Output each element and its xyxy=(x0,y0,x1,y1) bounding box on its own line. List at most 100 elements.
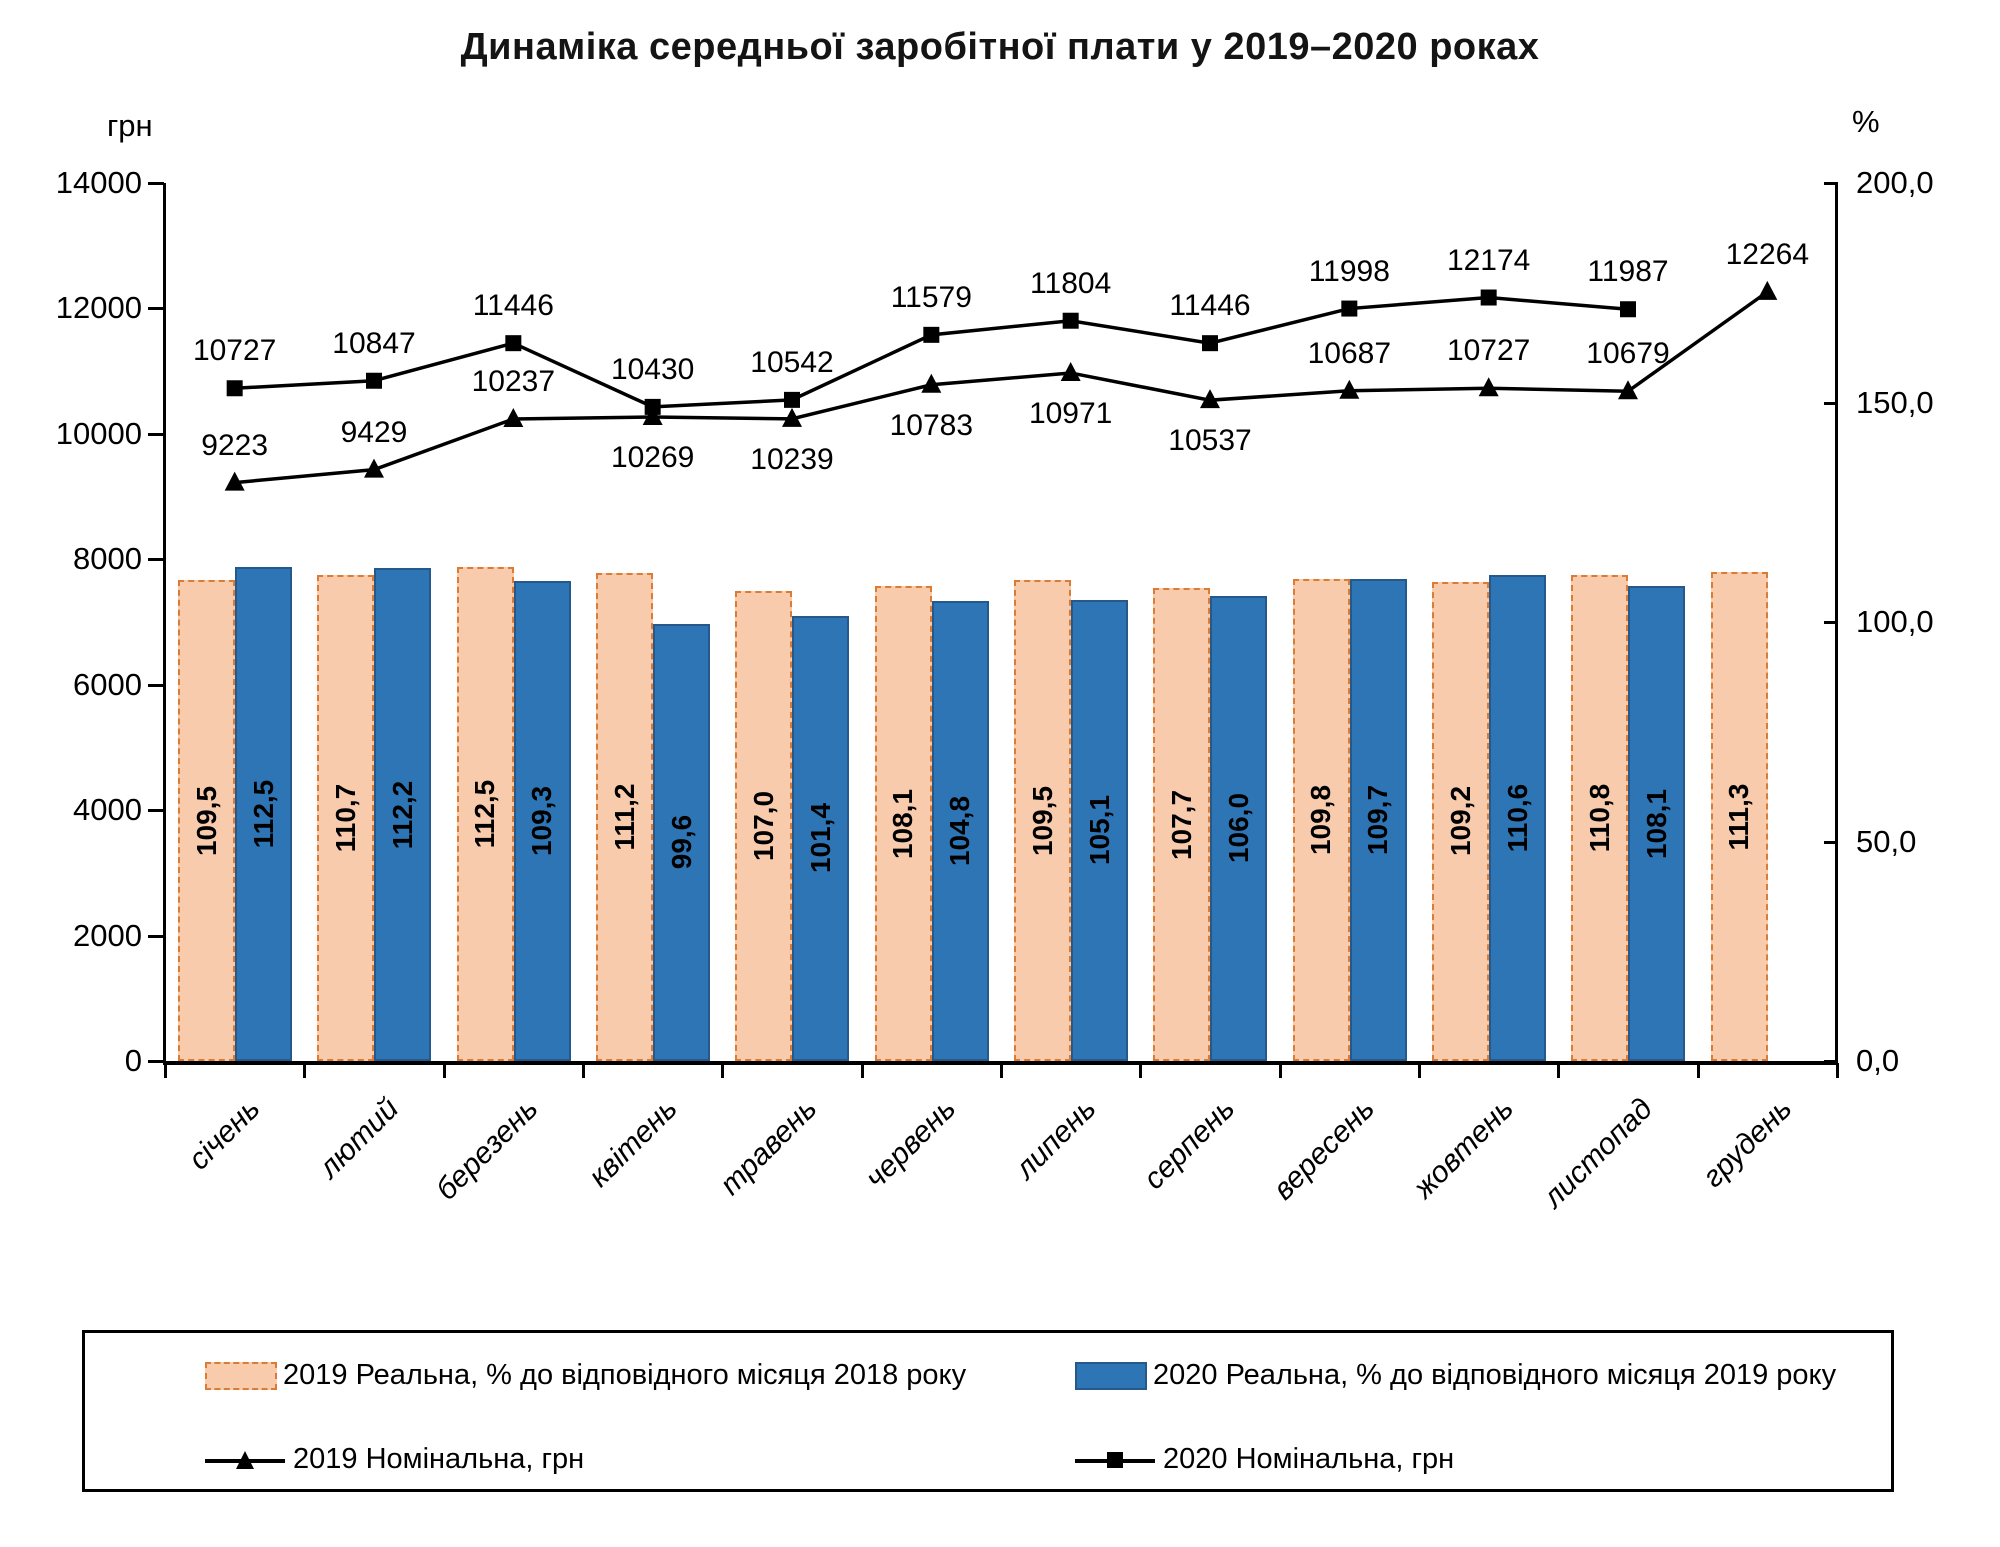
point-value-label: 11446 xyxy=(1169,289,1251,323)
bar-value-label: 108,1 xyxy=(1640,788,1672,859)
right-axis-line xyxy=(1835,183,1838,1065)
point-value-label: 10430 xyxy=(610,352,695,386)
triangle-marker xyxy=(364,458,384,478)
point-value-label: 11446 xyxy=(472,289,554,323)
left-axis-tick xyxy=(148,182,164,185)
legend-item: 2019 Реальна, % до відповідного місяця 2… xyxy=(205,1359,966,1392)
month-label: березень xyxy=(430,1092,545,1207)
x-axis-tick xyxy=(1139,1063,1143,1078)
bar-value-label: 107,0 xyxy=(747,791,779,862)
x-axis-tick xyxy=(1836,1063,1839,1078)
right-axis-tick xyxy=(1824,1060,1838,1063)
month-label: грудень xyxy=(1696,1092,1799,1194)
right-axis-tick-label: 150,0 xyxy=(1856,384,1934,420)
left-axis-tick xyxy=(148,1060,164,1063)
bar-value-label: 111,3 xyxy=(1723,783,1755,851)
bar-2019-real xyxy=(317,575,375,1061)
triangle-marker xyxy=(921,373,942,393)
left-axis-tick xyxy=(148,558,164,562)
bar-2020-real xyxy=(1628,586,1686,1061)
point-value-label: 11987 xyxy=(1587,255,1669,289)
bar-value-label: 109,7 xyxy=(1362,785,1394,856)
x-axis-tick xyxy=(164,1063,167,1078)
bar-value-label: 109,3 xyxy=(526,786,558,857)
bar-2020-real xyxy=(1349,579,1407,1061)
bar-value-label: 110,7 xyxy=(329,783,361,853)
left-axis-unit: грн xyxy=(107,108,153,143)
legend-item: 2019 Номінальна, грн xyxy=(205,1443,584,1476)
point-value-label: 12264 xyxy=(1725,237,1810,271)
bar-2019-real xyxy=(735,591,793,1061)
square-marker xyxy=(1062,312,1079,329)
bar-2019-real xyxy=(1710,572,1768,1061)
month-label: листопад xyxy=(1537,1092,1660,1215)
chart-title: Динаміка середньої заробітної плати у 20… xyxy=(460,26,1540,68)
line-square-swatch xyxy=(1075,1446,1155,1474)
bar-value-label: 99,6 xyxy=(665,815,697,870)
x-axis-tick xyxy=(1278,1063,1282,1078)
right-axis-tick xyxy=(1824,840,1838,844)
month-label: лютий xyxy=(312,1092,406,1185)
bar-value-label: 108,1 xyxy=(887,788,919,859)
bar-value-label: 104,8 xyxy=(944,795,976,866)
bar-2019-real xyxy=(874,586,932,1061)
bar-value-label: 109,5 xyxy=(190,785,222,856)
left-axis-tick-label: 6000 xyxy=(73,666,142,702)
bar-2020-real xyxy=(931,600,989,1061)
month-label: травень xyxy=(713,1092,824,1202)
triangle-marker xyxy=(1339,379,1360,399)
legend-item: 2020 Номінальна, грн xyxy=(1075,1443,1454,1476)
point-value-label: 10687 xyxy=(1307,336,1392,370)
x-axis-tick xyxy=(582,1063,585,1078)
point-value-label: 10542 xyxy=(750,345,834,379)
point-value-label: 10269 xyxy=(610,440,695,474)
left-axis-tick-label: 2000 xyxy=(73,917,142,953)
point-value-label: 10537 xyxy=(1168,424,1252,458)
left-axis-line xyxy=(163,183,166,1065)
bar-2019-real xyxy=(456,567,514,1061)
legend-label: 2020 Номінальна, грн xyxy=(1163,1443,1455,1475)
x-axis-tick xyxy=(442,1063,446,1078)
left-axis-tick-label: 4000 xyxy=(73,792,142,828)
x-axis-tick xyxy=(303,1063,307,1078)
bar-value-label: 112,5 xyxy=(469,779,501,849)
triangle-marker xyxy=(1478,377,1499,397)
triangle-marker xyxy=(503,407,524,427)
month-label: січень xyxy=(181,1092,267,1177)
square-marker xyxy=(644,398,661,415)
bar-2020-real xyxy=(1071,599,1128,1061)
month-label: липень xyxy=(1008,1092,1103,1186)
bar-value-label: 109,8 xyxy=(1305,784,1337,856)
bar-2020-real xyxy=(653,623,710,1061)
point-value-label: 11804 xyxy=(1030,266,1112,300)
point-value-label: 10783 xyxy=(889,408,974,442)
square-marker xyxy=(505,335,522,352)
bar-2019-real xyxy=(1292,578,1350,1061)
bar-2020-real xyxy=(374,568,432,1061)
triangle-marker xyxy=(1618,380,1638,400)
bar-2019-real xyxy=(1014,580,1071,1061)
x-axis-tick xyxy=(1696,1063,1700,1078)
bar-value-label: 112,5 xyxy=(247,779,279,849)
x-axis-tick xyxy=(1557,1063,1561,1078)
left-axis-tick-label: 0 xyxy=(124,1043,142,1078)
point-value-label: 10237 xyxy=(471,364,556,398)
point-value-label: 9223 xyxy=(201,428,269,462)
x-axis-tick xyxy=(860,1063,864,1078)
month-label: червень xyxy=(859,1092,963,1196)
bar-2019-real xyxy=(1571,574,1629,1061)
line-triangle-swatch xyxy=(205,1446,285,1474)
line-triangle xyxy=(234,290,1769,485)
square-marker xyxy=(1341,300,1358,317)
legend-item: 2020 Реальна, % до відповідного місяця 2… xyxy=(1075,1359,1836,1392)
square-marker xyxy=(923,326,940,343)
point-value-label: 11998 xyxy=(1308,254,1390,288)
triangle-marker xyxy=(642,405,663,425)
point-value-label: 12174 xyxy=(1446,243,1531,277)
bar-value-label: 109,2 xyxy=(1444,786,1476,857)
left-axis-tick xyxy=(148,432,164,436)
right-axis-tick xyxy=(1824,182,1838,185)
left-axis-tick xyxy=(148,934,164,938)
right-axis-tick-label: 100,0 xyxy=(1856,604,1934,639)
bar-2019-real xyxy=(178,580,235,1061)
